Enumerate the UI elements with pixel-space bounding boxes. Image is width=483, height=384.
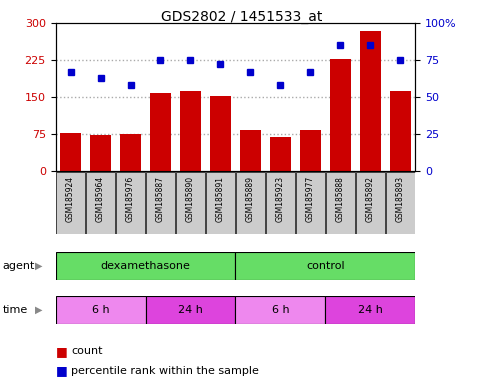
- Text: GSM185888: GSM185888: [336, 176, 345, 222]
- FancyBboxPatch shape: [146, 172, 175, 233]
- Text: 6 h: 6 h: [271, 305, 289, 315]
- FancyBboxPatch shape: [236, 252, 415, 280]
- Bar: [330, 59, 351, 171]
- Text: control: control: [306, 261, 345, 271]
- Text: GSM185924: GSM185924: [66, 176, 75, 222]
- Text: ■: ■: [56, 345, 67, 358]
- Text: ■: ■: [56, 364, 67, 377]
- Text: GSM185891: GSM185891: [216, 176, 225, 222]
- Text: 24 h: 24 h: [178, 305, 203, 315]
- Text: time: time: [2, 305, 28, 315]
- Bar: [210, 96, 231, 171]
- Text: GSM185923: GSM185923: [276, 176, 285, 222]
- FancyBboxPatch shape: [145, 296, 236, 324]
- Text: GSM185890: GSM185890: [186, 176, 195, 222]
- Text: agent: agent: [2, 261, 35, 271]
- FancyBboxPatch shape: [116, 172, 145, 233]
- Text: 6 h: 6 h: [92, 305, 109, 315]
- FancyBboxPatch shape: [355, 172, 385, 233]
- Bar: [150, 93, 171, 171]
- FancyBboxPatch shape: [326, 296, 415, 324]
- FancyBboxPatch shape: [176, 172, 205, 233]
- Text: GSM185893: GSM185893: [396, 176, 405, 222]
- Bar: [60, 133, 81, 171]
- FancyBboxPatch shape: [56, 172, 85, 233]
- Text: count: count: [71, 346, 103, 356]
- Text: 24 h: 24 h: [358, 305, 383, 315]
- Text: percentile rank within the sample: percentile rank within the sample: [71, 366, 259, 376]
- FancyBboxPatch shape: [266, 172, 295, 233]
- Text: GSM185892: GSM185892: [366, 176, 375, 222]
- Text: ▶: ▶: [35, 305, 43, 315]
- Text: GDS2802 / 1451533_at: GDS2802 / 1451533_at: [161, 10, 322, 23]
- Text: ▶: ▶: [35, 261, 43, 271]
- Text: GSM185977: GSM185977: [306, 176, 315, 222]
- FancyBboxPatch shape: [206, 172, 235, 233]
- Text: GSM185964: GSM185964: [96, 176, 105, 222]
- Bar: [360, 31, 381, 171]
- FancyBboxPatch shape: [236, 172, 265, 233]
- FancyBboxPatch shape: [56, 296, 145, 324]
- Text: GSM185976: GSM185976: [126, 176, 135, 222]
- Text: GSM185889: GSM185889: [246, 176, 255, 222]
- Bar: [120, 134, 141, 171]
- Bar: [390, 91, 411, 171]
- FancyBboxPatch shape: [386, 172, 415, 233]
- FancyBboxPatch shape: [86, 172, 115, 233]
- FancyBboxPatch shape: [296, 172, 325, 233]
- Bar: [90, 136, 111, 171]
- Bar: [270, 137, 291, 171]
- Text: dexamethasone: dexamethasone: [100, 261, 190, 271]
- Bar: [180, 91, 201, 171]
- Text: GSM185887: GSM185887: [156, 176, 165, 222]
- Bar: [240, 131, 261, 171]
- FancyBboxPatch shape: [326, 172, 355, 233]
- Bar: [300, 130, 321, 171]
- FancyBboxPatch shape: [236, 296, 326, 324]
- FancyBboxPatch shape: [56, 252, 236, 280]
